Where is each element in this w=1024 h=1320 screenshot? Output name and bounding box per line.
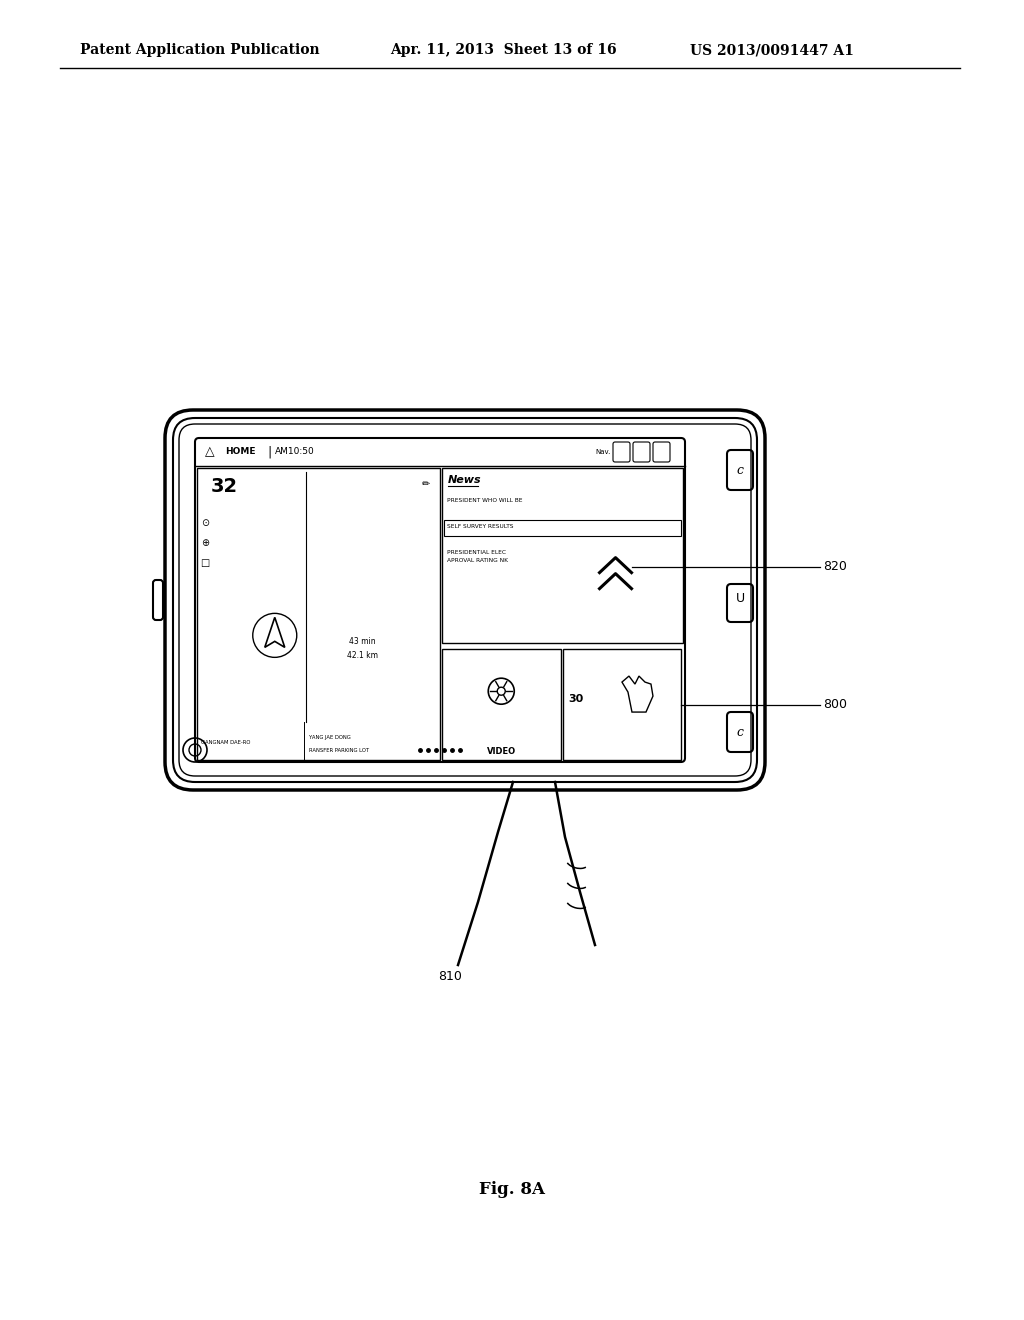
Text: 30: 30 bbox=[568, 694, 584, 704]
Text: |: | bbox=[267, 446, 271, 458]
Bar bbox=[197, 469, 440, 760]
Text: 810: 810 bbox=[438, 970, 462, 983]
Text: U: U bbox=[735, 593, 744, 606]
Text: News: News bbox=[449, 475, 481, 484]
Text: ✏: ✏ bbox=[422, 479, 430, 488]
Text: 42.1 km: 42.1 km bbox=[347, 651, 378, 660]
Text: PRESIDENTIAL ELEC: PRESIDENTIAL ELEC bbox=[447, 549, 506, 554]
Text: c: c bbox=[736, 463, 743, 477]
Text: 43 min: 43 min bbox=[349, 636, 376, 645]
Text: □: □ bbox=[201, 558, 210, 568]
Text: ⊙: ⊙ bbox=[201, 517, 209, 528]
Bar bbox=[442, 649, 560, 760]
Text: US 2013/0091447 A1: US 2013/0091447 A1 bbox=[690, 44, 854, 57]
Text: c: c bbox=[736, 726, 743, 738]
Bar bbox=[444, 520, 681, 536]
Text: SELF SURVEY RESULTS: SELF SURVEY RESULTS bbox=[447, 524, 513, 528]
Text: 32: 32 bbox=[211, 477, 239, 495]
Text: Patent Application Publication: Patent Application Publication bbox=[80, 44, 319, 57]
Text: △: △ bbox=[205, 446, 215, 458]
Bar bbox=[562, 649, 681, 760]
Text: Apr. 11, 2013  Sheet 13 of 16: Apr. 11, 2013 Sheet 13 of 16 bbox=[390, 44, 616, 57]
Text: 800: 800 bbox=[823, 698, 847, 711]
Bar bbox=[442, 469, 683, 643]
Text: GANGNAM DAE-RO: GANGNAM DAE-RO bbox=[201, 739, 251, 744]
Text: VIDEO: VIDEO bbox=[486, 747, 516, 755]
Text: HOME: HOME bbox=[225, 447, 256, 457]
Text: RANSFER PARKING LOT: RANSFER PARKING LOT bbox=[309, 747, 369, 752]
Text: APROVAL RATING NK: APROVAL RATING NK bbox=[447, 558, 508, 564]
Text: Nav.: Nav. bbox=[595, 449, 610, 455]
Text: Fig. 8A: Fig. 8A bbox=[479, 1181, 545, 1199]
Text: YANG JAE DONG: YANG JAE DONG bbox=[309, 735, 350, 741]
Text: ⊕: ⊕ bbox=[201, 539, 209, 548]
Text: AM10:50: AM10:50 bbox=[275, 447, 314, 457]
Text: 820: 820 bbox=[823, 560, 847, 573]
Text: PRESIDENT WHO WILL BE: PRESIDENT WHO WILL BE bbox=[447, 498, 522, 503]
